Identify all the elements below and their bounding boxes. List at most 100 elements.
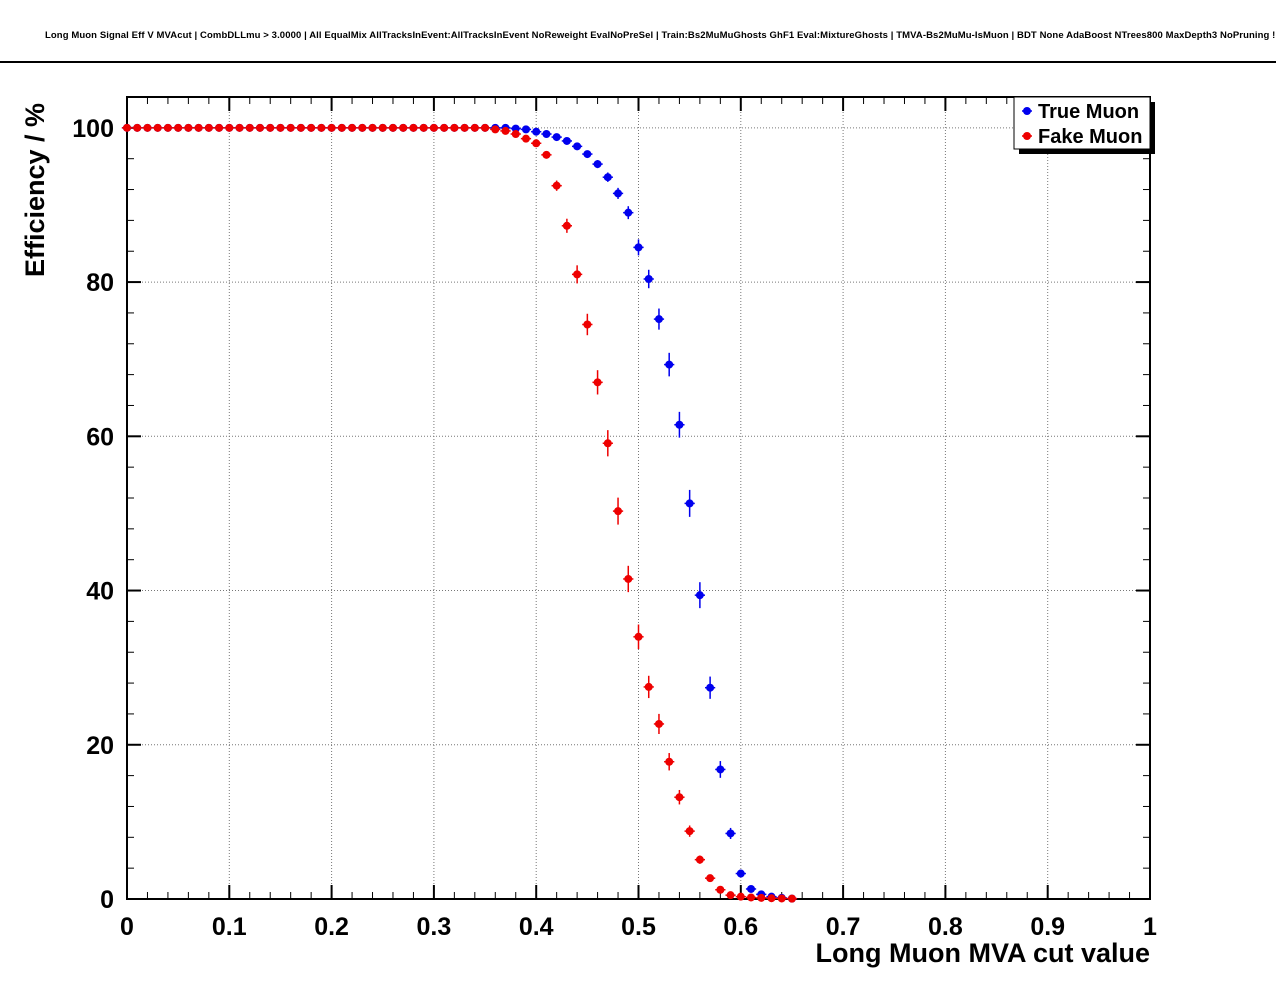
data-point	[593, 378, 602, 387]
legend-marker	[1023, 132, 1031, 140]
legend-marker	[1023, 107, 1031, 115]
data-point	[767, 894, 776, 903]
data-point	[481, 123, 490, 132]
y-tick-label: 40	[86, 578, 114, 606]
data-point	[511, 130, 520, 139]
data-point	[123, 123, 131, 132]
data-point	[603, 173, 612, 182]
data-point	[624, 208, 633, 217]
pad-divider-line	[0, 61, 1276, 63]
data-point	[542, 150, 551, 159]
data-point	[204, 123, 213, 132]
data-point	[644, 682, 653, 691]
data-point	[143, 123, 152, 132]
data-point	[552, 133, 561, 142]
x-tick-labels: 0 0.1 0.2 0.3 0.4 0.5 0.6 0.7 0.8 0.9 1	[120, 913, 1157, 941]
data-point	[266, 123, 275, 132]
data-point	[521, 125, 530, 134]
data-point	[225, 123, 234, 132]
data-point	[747, 884, 756, 893]
data-point	[521, 134, 530, 143]
data-point	[747, 893, 756, 902]
y-axis-title: Efficiency / %	[20, 103, 50, 277]
data-point	[368, 123, 377, 132]
y-tick-label: 60	[86, 423, 114, 451]
x-tick-label: 0.7	[826, 913, 861, 941]
data-point	[573, 142, 582, 151]
data-point	[583, 320, 592, 329]
data-point	[706, 683, 715, 692]
x-tick-label: 0.9	[1030, 913, 1065, 941]
x-tick-label: 0.1	[212, 913, 247, 941]
data-point	[685, 827, 694, 836]
data-point	[716, 885, 725, 894]
data-point	[726, 891, 735, 900]
data-point	[654, 719, 663, 728]
data-point	[787, 894, 796, 903]
legend-label: True Muon	[1038, 101, 1139, 123]
y-tick-label: 100	[72, 115, 114, 143]
data-point	[460, 123, 469, 132]
data-point	[532, 139, 541, 148]
data-point	[286, 123, 295, 132]
data-point	[163, 123, 172, 132]
x-tick-label: 0.6	[723, 913, 758, 941]
data-point	[409, 123, 418, 132]
data-point	[470, 123, 479, 132]
data-point	[337, 123, 346, 132]
data-point	[194, 123, 203, 132]
data-point	[624, 574, 633, 583]
x-tick-label: 0.4	[519, 913, 554, 941]
data-point	[562, 136, 571, 145]
gridlines	[127, 97, 1150, 899]
legend-box	[1013, 96, 1151, 150]
legend-label: Fake Muon	[1038, 126, 1142, 148]
data-point	[245, 123, 254, 132]
data-point	[716, 765, 725, 774]
data-point	[399, 123, 408, 132]
data-point	[450, 123, 459, 132]
data-point	[378, 123, 387, 132]
data-point	[215, 123, 224, 132]
data-point	[184, 123, 193, 132]
data-point	[634, 243, 643, 252]
data-point	[133, 123, 142, 132]
plot-frame	[126, 96, 1151, 900]
data-point	[726, 829, 735, 838]
data-point	[296, 123, 305, 132]
frame-group	[126, 96, 1151, 900]
legend: True Muon Fake Muon	[1013, 96, 1155, 154]
data-point	[665, 757, 674, 766]
data-point	[255, 123, 264, 132]
data-point	[276, 123, 285, 132]
data-point	[552, 181, 561, 190]
data-point	[695, 855, 704, 864]
data-point	[532, 127, 541, 136]
x-tick-label: 0.8	[928, 913, 963, 941]
y-tick-label: 20	[86, 732, 114, 760]
data-point	[317, 123, 326, 132]
x-tick-label: 1	[1143, 913, 1157, 941]
data-point	[235, 123, 244, 132]
data-point	[685, 499, 694, 508]
data-point	[654, 315, 663, 324]
data-point	[562, 221, 571, 230]
x-tick-label: 0.2	[314, 913, 349, 941]
data-point	[174, 123, 183, 132]
data-point	[614, 189, 623, 198]
data-point	[603, 439, 612, 448]
data-point	[419, 123, 428, 132]
x-axis-title: Long Muon MVA cut value	[816, 938, 1150, 968]
data-point	[644, 274, 653, 283]
data-point	[634, 632, 643, 641]
x-tick-label: 0.3	[417, 913, 452, 941]
data-point	[542, 130, 551, 139]
series-fake-muon	[121, 123, 798, 903]
data-point	[573, 270, 582, 279]
data-point	[665, 360, 674, 369]
data-point	[348, 123, 357, 132]
data-point	[614, 507, 623, 516]
data-point	[501, 126, 510, 135]
data-point	[327, 123, 336, 132]
